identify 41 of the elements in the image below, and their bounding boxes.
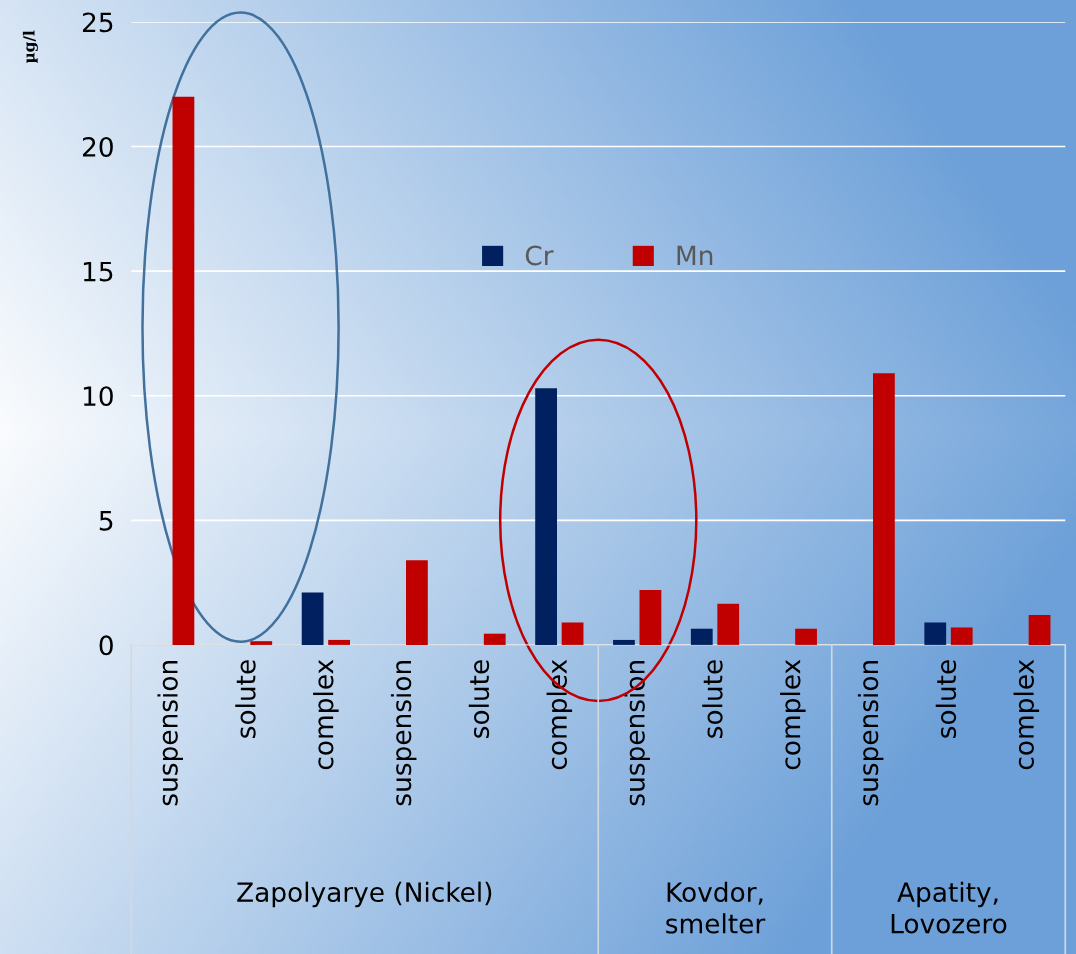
text: Kovdor, smelter bbox=[666, 881, 766, 934]
x-tick-label: solute bbox=[935, 660, 957, 738]
bar bbox=[1028, 615, 1051, 645]
x-tick-label: complex bbox=[780, 659, 806, 770]
text: Apatity, Lovozero bbox=[891, 881, 1007, 934]
x-tick-label: solute bbox=[468, 660, 490, 738]
y-axis-title: µg/l bbox=[22, 30, 38, 64]
x-tick-label: solute bbox=[702, 660, 723, 738]
bar bbox=[535, 388, 558, 645]
bar bbox=[873, 373, 895, 645]
x-tick-label: suspension bbox=[157, 661, 183, 806]
bar bbox=[924, 622, 947, 645]
bar bbox=[328, 639, 350, 645]
x-tick-label: suspension bbox=[857, 661, 884, 806]
bar bbox=[301, 592, 324, 645]
y-tick-label: 5 bbox=[99, 511, 113, 531]
bar bbox=[613, 639, 635, 645]
x-tick-label: suspension bbox=[390, 661, 417, 806]
x-tick-label: suspension bbox=[624, 661, 650, 806]
x-tick-label: solute bbox=[235, 660, 256, 738]
y-tick-label: 15 bbox=[83, 261, 113, 282]
bar bbox=[950, 627, 973, 645]
bar bbox=[406, 560, 428, 645]
legend-label: Mn bbox=[677, 245, 713, 266]
x-tick-label: complex bbox=[313, 659, 339, 770]
bar bbox=[561, 622, 584, 645]
bar bbox=[172, 96, 195, 645]
x-tick-label: complex bbox=[546, 659, 573, 770]
y-tick-label: 10 bbox=[83, 386, 113, 407]
text: Zapolyarye (Nickel) bbox=[237, 881, 492, 908]
y-tick-label: 20 bbox=[82, 136, 113, 157]
bar bbox=[717, 603, 740, 645]
y-tick-label: 0 bbox=[99, 635, 113, 656]
legend-label: Cr bbox=[525, 245, 554, 266]
bar bbox=[795, 628, 817, 645]
x-tick-label: complex bbox=[1013, 659, 1040, 770]
bar bbox=[639, 590, 662, 645]
bar bbox=[483, 633, 506, 645]
y-tick-label: 25 bbox=[82, 12, 113, 33]
bar bbox=[250, 641, 273, 645]
bar bbox=[690, 628, 713, 645]
